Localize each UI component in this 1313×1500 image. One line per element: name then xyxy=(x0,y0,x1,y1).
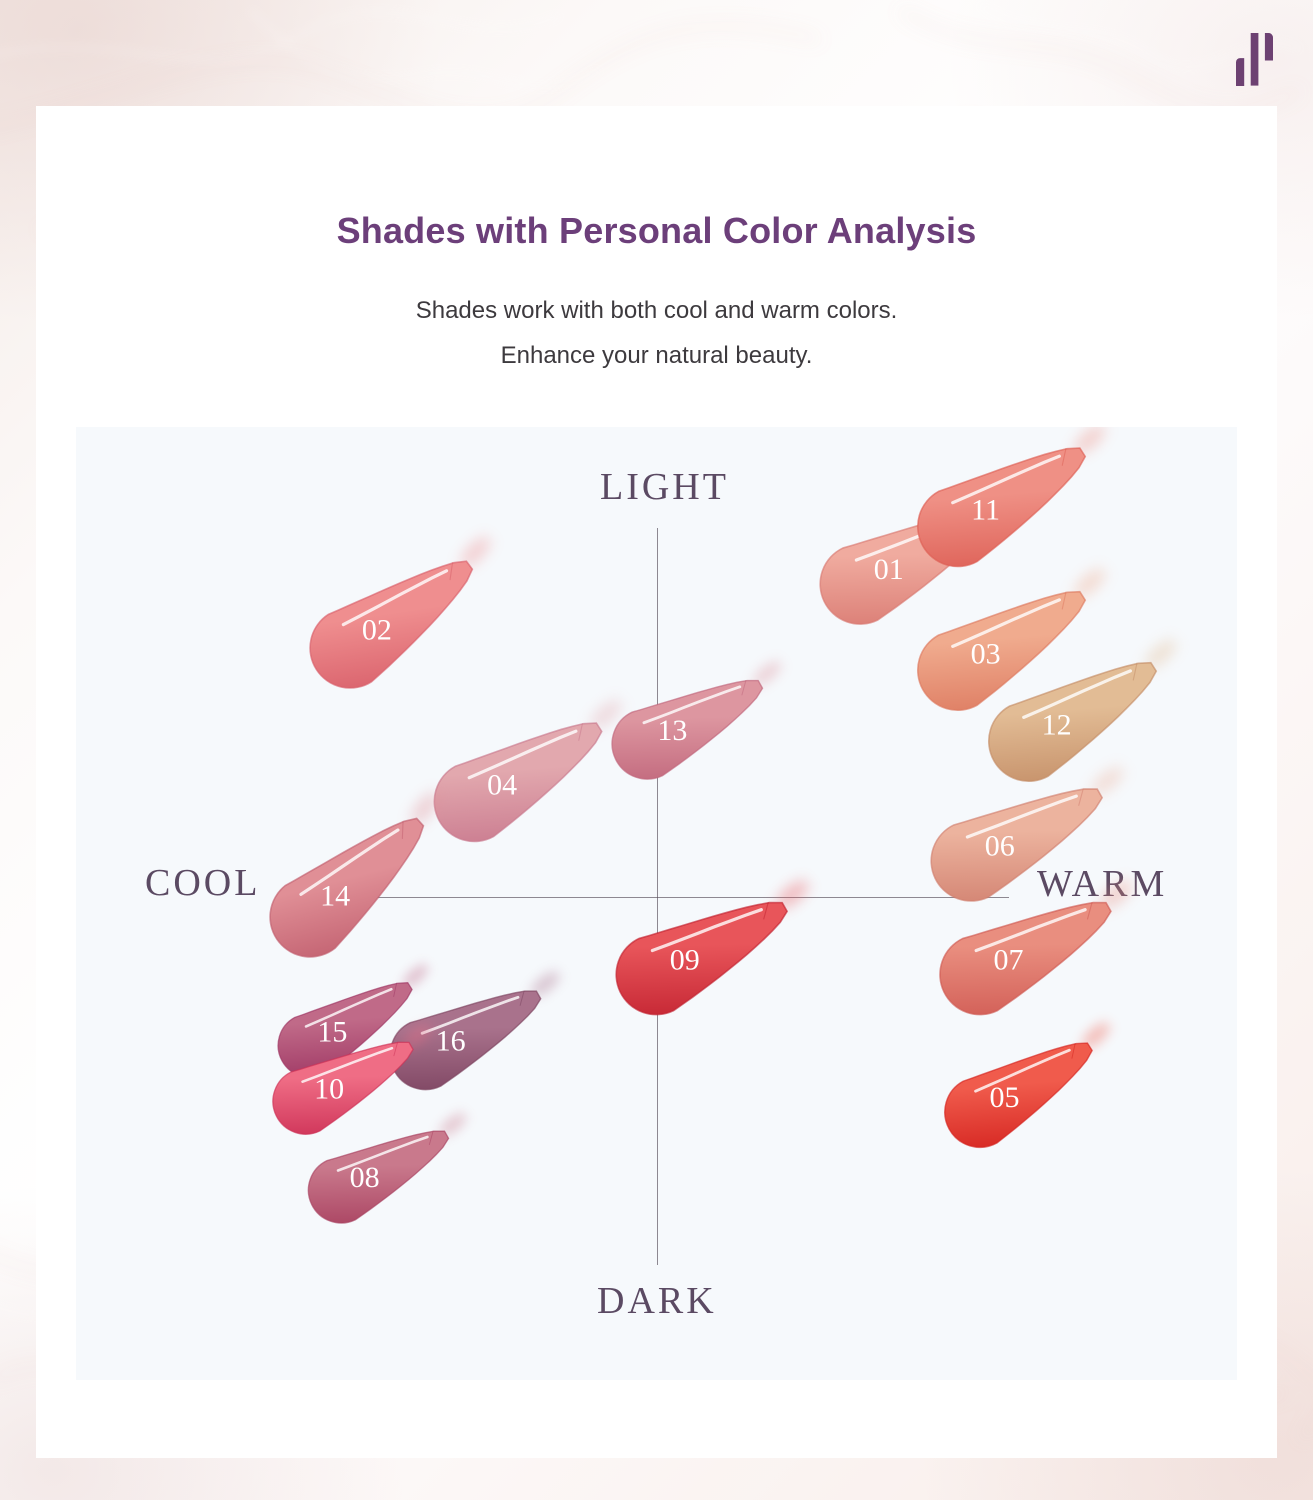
svg-text:03: 03 xyxy=(971,637,1001,670)
svg-text:08: 08 xyxy=(350,1161,380,1194)
svg-text:07: 07 xyxy=(994,943,1024,976)
svg-text:04: 04 xyxy=(487,769,517,802)
svg-text:14: 14 xyxy=(320,879,350,912)
svg-text:15: 15 xyxy=(317,1015,347,1048)
svg-text:10: 10 xyxy=(314,1072,344,1105)
svg-text:16: 16 xyxy=(436,1025,466,1058)
svg-text:01: 01 xyxy=(874,553,904,586)
svg-text:11: 11 xyxy=(971,494,1000,527)
svg-text:13: 13 xyxy=(657,714,687,747)
svg-text:12: 12 xyxy=(1042,708,1072,741)
svg-text:06: 06 xyxy=(985,830,1015,863)
svg-text:02: 02 xyxy=(362,613,392,646)
svg-text:05: 05 xyxy=(990,1081,1020,1114)
svg-text:09: 09 xyxy=(670,943,700,976)
